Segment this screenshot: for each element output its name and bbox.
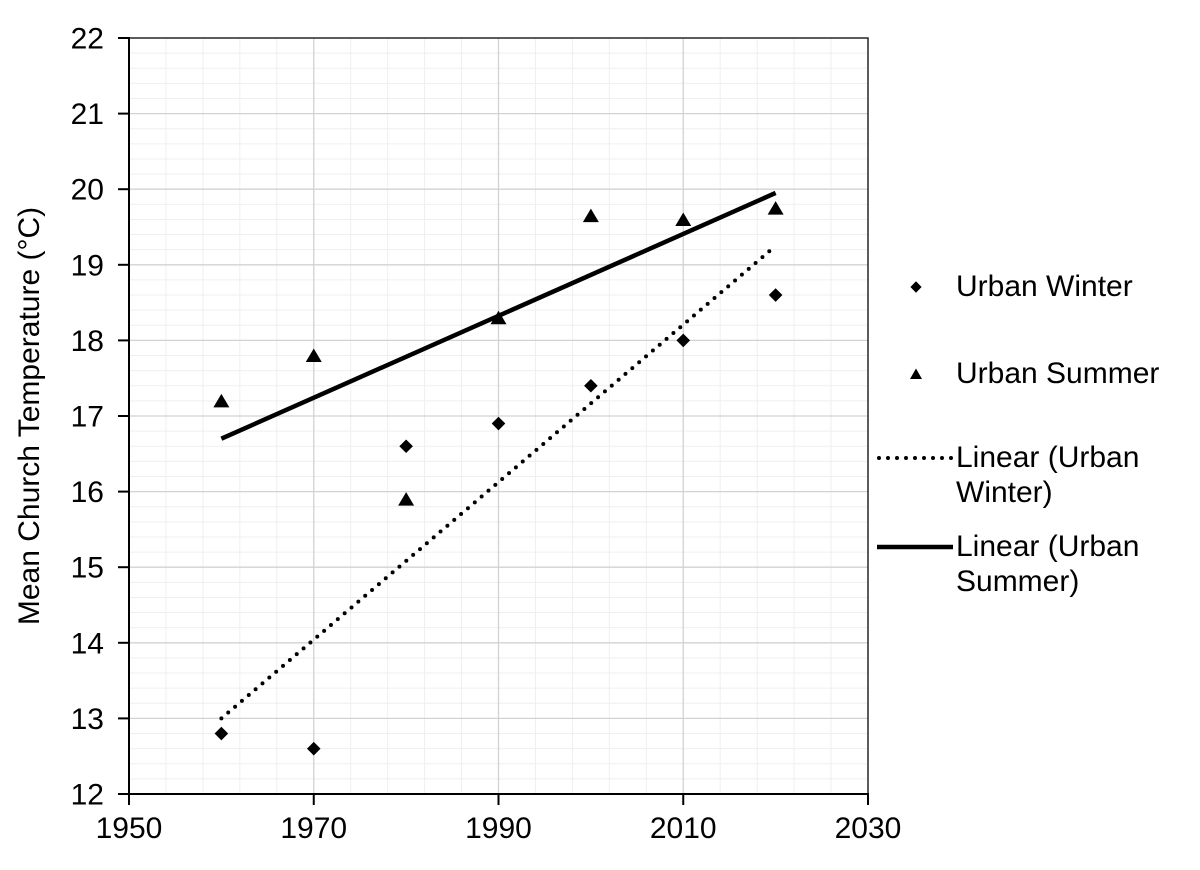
y-tick-label: 12 (71, 779, 104, 812)
x-tick-label: 2010 (650, 812, 717, 845)
data-point-urban-summer (213, 393, 230, 408)
data-point-urban-summer (305, 348, 322, 363)
y-tick-label: 20 (71, 174, 104, 207)
y-tick-label: 21 (71, 98, 104, 131)
y-tick-label: 13 (71, 703, 104, 736)
data-point-urban-winter (676, 333, 691, 348)
data-point-urban-summer (582, 208, 599, 223)
y-tick-label: 14 (71, 627, 104, 660)
data-point-urban-summer (398, 492, 415, 506)
x-tick-label: 1970 (280, 812, 347, 845)
data-point-urban-winter (399, 439, 413, 454)
data-point-urban-summer (675, 212, 692, 226)
data-point-urban-winter (768, 288, 783, 302)
y-tick-label: 22 (71, 23, 104, 56)
data-point-urban-winter (584, 378, 598, 393)
y-tick-label: 15 (71, 552, 104, 585)
data-point-urban-winter (491, 416, 506, 431)
data-point-urban-winter (306, 741, 321, 756)
y-tick-label: 19 (71, 249, 104, 282)
y-tick-label: 18 (71, 325, 104, 358)
y-tick-label: 16 (71, 476, 104, 509)
x-tick-label: 1950 (96, 812, 163, 845)
data-point-urban-winter (214, 726, 229, 741)
y-axis-title: Mean Church Temperature (°C) (13, 206, 46, 626)
y-tick-label: 17 (71, 401, 104, 434)
x-tick-label: 1990 (465, 812, 532, 845)
x-tick-label: 2030 (835, 812, 902, 845)
data-point-urban-summer (767, 201, 784, 215)
data-point-urban-summer (490, 310, 507, 325)
